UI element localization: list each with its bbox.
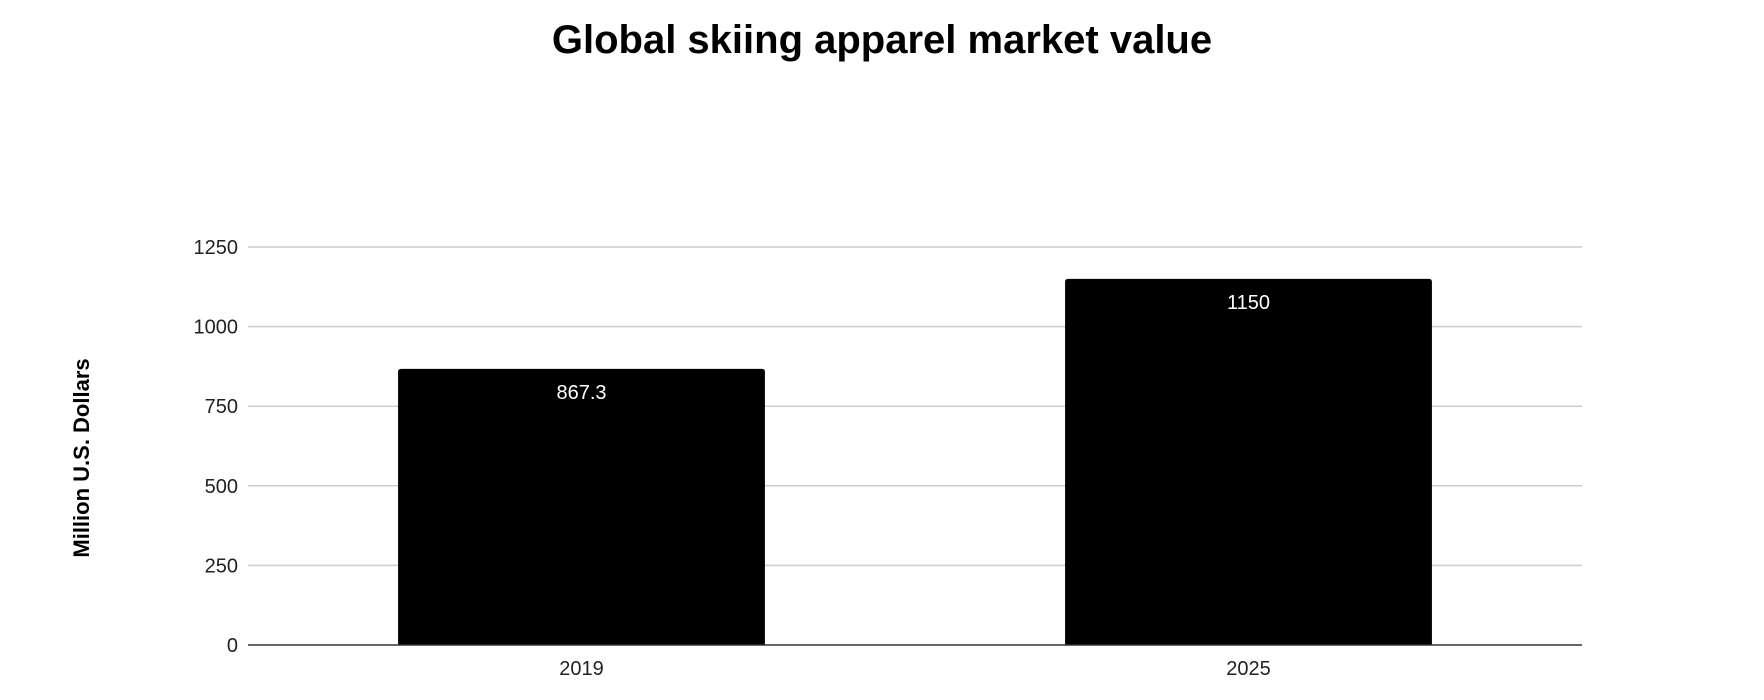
x-tick-label-2025: 2025 <box>1226 658 1271 680</box>
y-tick-label: 500 <box>205 476 238 498</box>
x-tick-label-2019: 2019 <box>559 658 604 680</box>
bar-2019 <box>398 368 765 645</box>
x-axis-ticks: 2019 2025 <box>559 658 1271 680</box>
data-label-2019: 867.3 <box>556 382 606 404</box>
bars: 867.3 1150 <box>398 278 1432 645</box>
chart-title: Global skiing apparel market value <box>552 18 1212 62</box>
y-tick-label: 250 <box>205 555 238 577</box>
y-tick-label: 750 <box>205 396 238 418</box>
data-label-2025: 1150 <box>1227 292 1270 314</box>
y-tick-label: 1250 <box>194 237 239 259</box>
y-axis-title: Million U.S. Dollars <box>69 358 94 557</box>
y-tick-label: 0 <box>227 635 238 657</box>
bar-2025 <box>1065 278 1432 645</box>
y-axis-ticks: 0 250 500 750 1000 1250 <box>194 237 239 657</box>
y-tick-label: 1000 <box>194 317 239 339</box>
